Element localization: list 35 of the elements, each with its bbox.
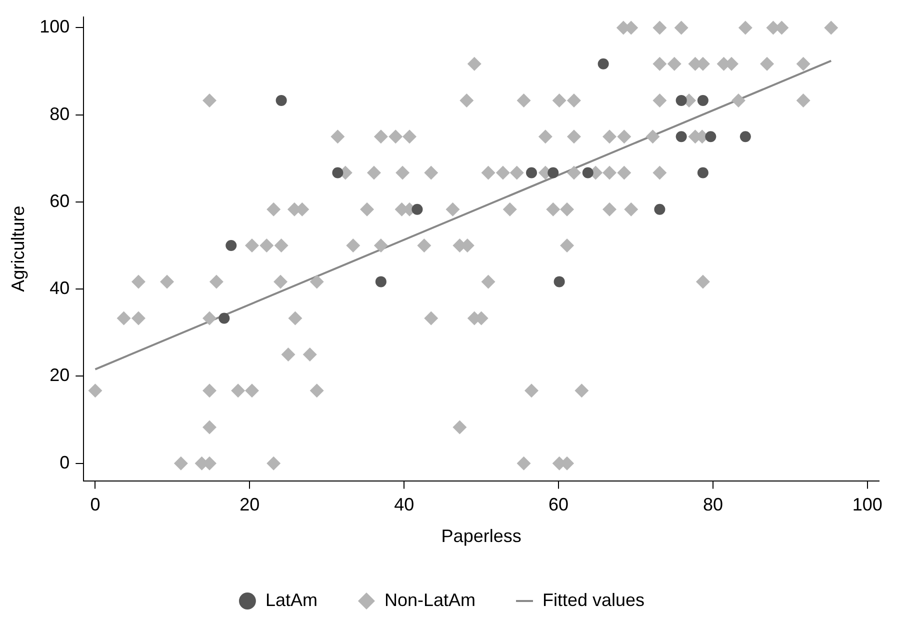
point	[740, 131, 751, 142]
x-axis-title: Paperless	[441, 526, 522, 546]
point	[697, 167, 708, 178]
point	[705, 131, 716, 142]
x-tick-label: 100	[852, 494, 882, 515]
point	[218, 312, 230, 324]
x-tick-label: 0	[90, 494, 100, 515]
y-tick-label: 40	[50, 278, 70, 298]
y-tick-label: 80	[50, 104, 70, 124]
x-tick-label: 40	[394, 494, 414, 515]
y-tick-label: 100	[40, 16, 70, 37]
point	[375, 276, 386, 288]
point	[412, 204, 423, 215]
point	[676, 131, 687, 142]
x-tick-label: 80	[702, 494, 723, 515]
point	[697, 94, 708, 106]
legend-label: LatAm	[265, 590, 318, 610]
x-tick-label: 20	[240, 494, 260, 515]
point	[582, 167, 594, 178]
point	[548, 167, 559, 178]
point	[276, 94, 287, 106]
legend-label: Non-LatAm	[384, 590, 476, 610]
point	[654, 204, 666, 215]
y-tick-label: 0	[60, 452, 70, 472]
legend-label: Fitted values	[542, 590, 645, 610]
point	[554, 276, 565, 288]
y-axis-title: Agriculture	[8, 206, 28, 292]
y-tick-label: 60	[50, 190, 70, 211]
y-tick-label: 20	[50, 365, 70, 386]
x-tick-label: 60	[548, 494, 569, 515]
point	[332, 167, 344, 178]
point	[676, 94, 687, 106]
point	[598, 58, 609, 70]
point	[226, 240, 237, 252]
point	[526, 167, 538, 178]
